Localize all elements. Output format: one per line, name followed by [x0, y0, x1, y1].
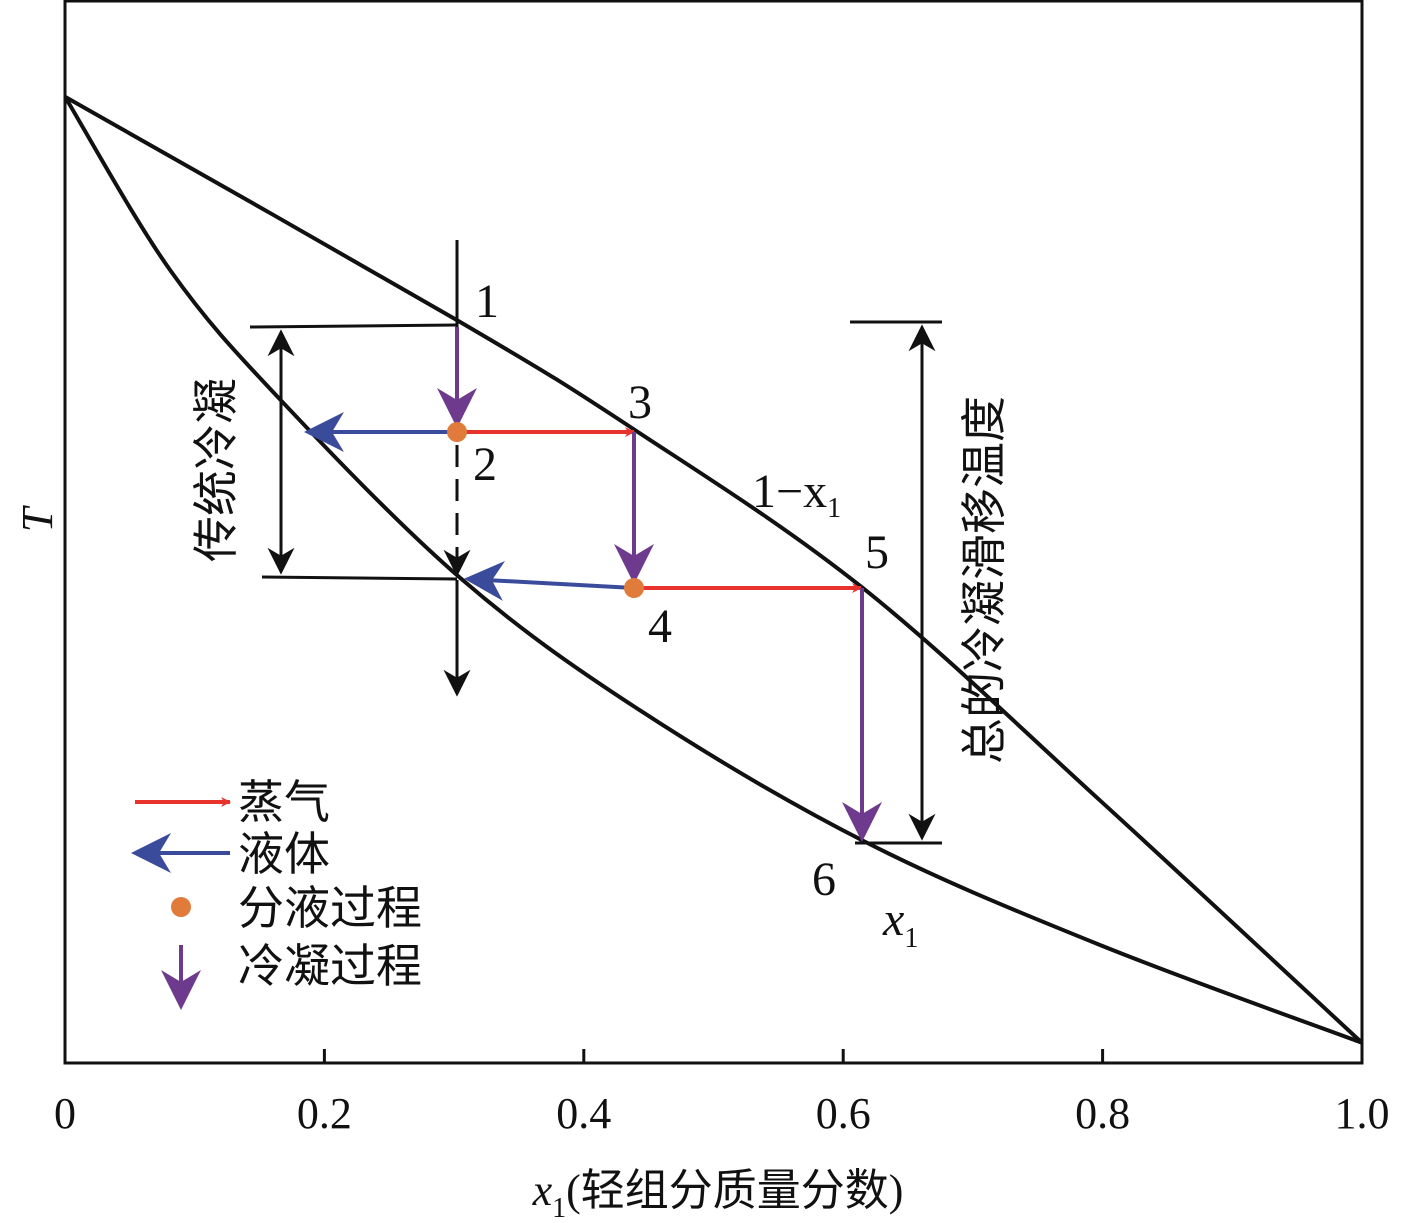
- point-label-6: 6: [812, 853, 836, 906]
- x-axis-label: x1(轻组分质量分数): [532, 1166, 904, 1223]
- point-label-2: 2: [473, 438, 497, 491]
- legend-liquid-label: 液体: [238, 829, 330, 880]
- x-tick-label: 0.4: [556, 1089, 611, 1138]
- bubble-line: [63, 95, 1363, 1045]
- x-tick-label: 0.6: [816, 1089, 871, 1138]
- total-glide-bracket: [850, 320, 942, 845]
- point-label-5: 5: [865, 526, 889, 579]
- y-axis-label: T: [13, 504, 62, 532]
- bubble-line-label: x1: [882, 893, 918, 954]
- dew-line: [64, 94, 1364, 1045]
- separation-point-2: [447, 422, 467, 442]
- x-tick-label: 0: [54, 1089, 76, 1138]
- point-label-3: 3: [628, 376, 652, 429]
- total-glide-label: 总的冷凝滑移温度: [957, 396, 1011, 764]
- plot-frame: [63, 0, 1364, 1065]
- dew-line-label: 1−x1: [752, 465, 841, 524]
- legend-separation-label: 分液过程: [238, 883, 422, 934]
- legend-condensation-label: 冷凝过程: [238, 941, 422, 992]
- point-label-1: 1: [475, 275, 499, 328]
- traditional-condensation-label: 传统冷凝: [189, 378, 243, 562]
- liquid-arrow-4: [464, 560, 635, 601]
- x-tick-label: 1.0: [1335, 1089, 1390, 1138]
- legend-vapor-label: 蒸气: [238, 777, 330, 828]
- legend-separation-dot: [171, 897, 191, 917]
- separation-point-4: [624, 578, 644, 598]
- point-label-4: 4: [648, 600, 672, 653]
- traditional-condensation-bracket: [249, 240, 471, 697]
- legend: 蒸气 液体 分液过程 冷凝过程: [131, 777, 422, 1010]
- x-tick-label: 0.2: [297, 1089, 352, 1138]
- x-tick-label: 0.8: [1075, 1089, 1130, 1138]
